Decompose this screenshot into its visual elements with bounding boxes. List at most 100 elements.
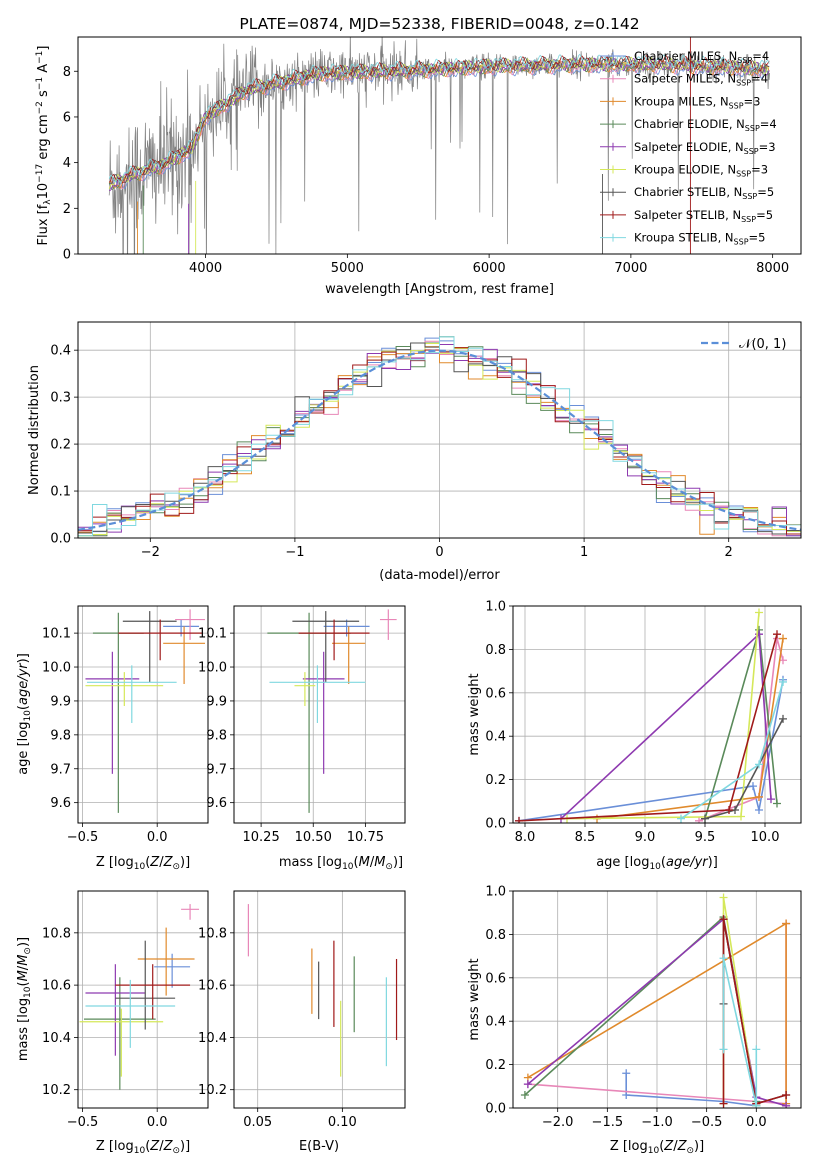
legend-label-n: =3 — [759, 140, 776, 154]
errorbar-point-2 — [181, 904, 200, 920]
spectrum-ytick-label: 0 — [63, 248, 71, 263]
residuals-ytick-label: 0.2 — [50, 438, 71, 453]
errorbar-point-6 — [79, 1008, 164, 1077]
age_vs_Z-ytick-label: 9.8 — [50, 728, 71, 743]
spectrum-ylabel-part: ] — [36, 46, 51, 51]
errorbar-point-4 — [83, 977, 156, 1090]
spectrum-xtick-label: 7000 — [614, 261, 647, 276]
age-vs-Z-xlabel-part: Z [log — [96, 855, 134, 870]
legend-label-n: =4 — [751, 72, 768, 86]
age_vs_mass-ytick-label: 9.6 — [206, 796, 227, 811]
spectrum-ytick-label: 2 — [63, 202, 71, 217]
age-vs-Z-xlabel-part: Z — [149, 855, 160, 870]
weight-marker — [773, 799, 781, 808]
weight-marker — [755, 805, 763, 814]
age-vs-mass-xlabel-part: )] — [393, 855, 403, 870]
spectrum-ylabel-part: Flux [f — [36, 204, 51, 245]
age_vs_mass-ytick-label: 9.8 — [206, 728, 227, 743]
spectrum-xtick-label: 4000 — [189, 261, 222, 276]
legend-label-n: =5 — [749, 231, 766, 245]
spectrum-ytick-label: 8 — [63, 65, 71, 80]
weight-vs-Z-xlabel-part: Z — [677, 1139, 688, 1154]
legend-label-model: Salpeter MILES, N — [634, 72, 736, 86]
age-vs-Z-ylabel-part: 10 — [23, 710, 33, 722]
age_vs_mass-ytick-label: 10.0 — [198, 661, 227, 676]
weight-marker — [767, 795, 775, 804]
errorbar-point-3 — [163, 626, 206, 684]
mass-weight-vs-metallicity-panel: −2.0 −1.5 −1.0 −0.5 0.0 0.0 0.2 0.4 0.6 0.8 1.0 mas… — [467, 885, 802, 1156]
age-vs-Z-xlabel-part: 10 — [134, 862, 146, 872]
spectrum-ylabel-part: s — [36, 90, 51, 101]
weight-vs-Z-xlabel-part: Z — [663, 1139, 674, 1154]
age_vs_Z-xtick-label: 0.0 — [147, 830, 168, 845]
weight-series-7 — [722, 919, 787, 1105]
mass_vs_ebv-ytick-label: 10.8 — [198, 926, 227, 941]
weight_vs_age-ytick-label: 0.6 — [485, 686, 506, 701]
age_vs_Z-ytick-label: 9.7 — [50, 762, 71, 777]
mass_vs_Z-ytick-label: 10.2 — [42, 1083, 71, 1098]
residuals-frame — [77, 321, 802, 539]
age-vs-Z-ylabel-part: )] — [16, 653, 31, 663]
weight-marker — [752, 1045, 761, 1054]
mass_vs_ebv-xtick-label: 0.10 — [328, 1115, 357, 1130]
weight-marker — [719, 893, 728, 902]
weight-marker — [719, 1099, 728, 1108]
weight-series-5 — [560, 632, 772, 820]
age-vs-mass-xlabel: mass [log10(M/M⊙)] — [279, 855, 403, 872]
age_vs_mass-ytick-label: 9.7 — [206, 762, 227, 777]
weight_vs_Z-ylabel: mass weight — [467, 958, 482, 1040]
age-vs-mass-xlabel-part: mass [log — [279, 855, 342, 870]
weight-marker — [515, 816, 523, 823]
legend-label: Chabrier MILES, NSSP=4 — [634, 49, 769, 65]
mass_vs_ebv-ytick-label: 10.6 — [198, 979, 227, 994]
weight_vs_age-xtick-label: 9.0 — [635, 830, 656, 845]
mass_vs_Z-xtick-label: 0.0 — [147, 1115, 168, 1130]
age-vs-Z-ylabel-part: ( — [16, 705, 31, 710]
weight-series-8 — [518, 633, 778, 822]
legend-normal-label: 𝒩(0, 1) — [739, 337, 786, 352]
normal-reference-curve — [78, 349, 801, 531]
age-vs-Z-xlabel-part: ( — [145, 855, 150, 870]
age_vs_Z-ytick-label: 9.6 — [50, 796, 71, 811]
age_vs_mass-frame — [233, 605, 406, 824]
errorbar-point-9 — [269, 665, 366, 723]
weight-series-4 — [524, 915, 758, 1102]
weight-marker — [701, 814, 709, 823]
weight-marker — [749, 782, 757, 791]
weight_vs_age-ytick-label: 1.0 — [485, 600, 506, 615]
mass-vs-Z-ylabel-part: / — [16, 965, 31, 970]
errorbar-point-9 — [86, 665, 177, 723]
weight-marker — [719, 954, 728, 963]
mass-vs-Z-xlabel-part: Z — [149, 1139, 160, 1154]
mass_vs_Z-ytick-label: 10.6 — [42, 979, 71, 994]
weight-marker — [695, 816, 703, 823]
mass-vs-Z-ylabel-part: 10 — [23, 986, 33, 998]
legend-label-sub: SSP — [736, 79, 751, 88]
weight-vs-Z-xlabel-part: )] — [694, 1139, 704, 1154]
age-vs-mass-xlabel-part: M — [359, 855, 370, 870]
age_vs_Z-ytick-label: 10.0 — [42, 661, 71, 676]
legend-label-model: Chabrier STELIB, N — [634, 185, 742, 199]
residuals-ytick-label: 0.3 — [50, 391, 71, 406]
weight_vs_age-ylabel: mass weight — [467, 673, 482, 755]
spectrum-ylabel: Flux [fλ10−17 erg cm−2 s−1 A−1] — [35, 46, 53, 246]
weight-series-1 — [625, 1073, 757, 1107]
residuals-xtick-label: −2 — [141, 545, 160, 560]
errorbar-point-5 — [302, 651, 345, 774]
residuals-ytick-label: 0.0 — [50, 532, 71, 547]
weight-vs-age-xlabel-part: age/yr — [666, 855, 709, 870]
mass-vs-ebv-panel: 0.05 0.10 10.2 10.4 10.6 10.8 E(B-V) — [198, 890, 406, 1154]
spectrum-ylabel-part: −2 — [35, 101, 45, 114]
errorbar-point-9 — [85, 979, 176, 1048]
mass-vs-Z-ylabel-part: ( — [16, 981, 31, 986]
weight_vs_Z-ytick-label: 0.0 — [485, 1102, 506, 1117]
weight_vs_Z-xtick-label: −1.5 — [592, 1115, 624, 1130]
legend-label-model: Salpeter ELODIE, N — [634, 140, 744, 154]
weight_vs_Z-ytick-label: 1.0 — [485, 885, 506, 900]
mass-vs-Z-ylabel-part: M — [16, 955, 31, 966]
weight_vs_Z-ytick-label: 0.2 — [485, 1058, 506, 1073]
model-spectrum-8 — [109, 55, 770, 184]
mass-vs-Z-ylabel-part: ⊙ — [23, 947, 33, 955]
model-spectrum-4 — [108, 58, 770, 190]
weight_vs_Z-ytick-label: 0.6 — [485, 971, 506, 986]
